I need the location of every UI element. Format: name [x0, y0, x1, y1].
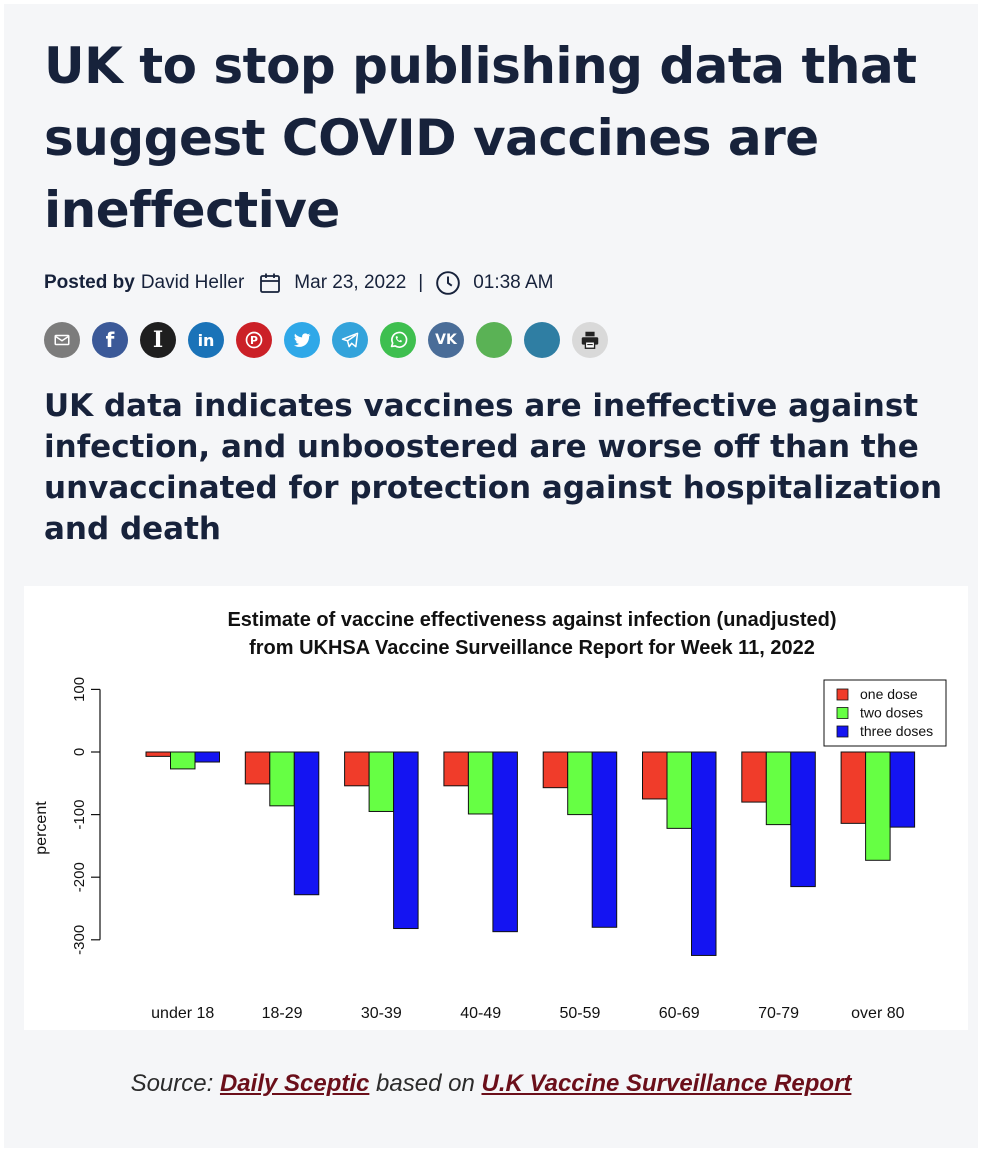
x-category-label: 30-39: [361, 1005, 402, 1022]
meta-separator: |: [418, 272, 424, 293]
y-tick-label: -200: [71, 862, 88, 892]
bar-three-doses: [194, 751, 220, 763]
bar-three-doses: [889, 751, 916, 828]
bar-two-doses: [467, 751, 494, 815]
vaccine-effectiveness-chart: Estimate of vaccine effectiveness agains…: [24, 586, 968, 1030]
bar-three-doses: [691, 751, 717, 956]
author-link[interactable]: David Heller: [140, 272, 245, 293]
facebook-icon: f: [105, 328, 115, 352]
x-category-label: 40-49: [460, 1005, 501, 1022]
blue-share-button[interactable]: [524, 322, 560, 358]
telegram-share-button[interactable]: [332, 322, 368, 358]
posted-by-label: Posted by: [44, 272, 135, 293]
instapaper-share-button[interactable]: I: [140, 322, 176, 358]
printer-icon: [581, 331, 599, 349]
chart-canvas: Estimate of vaccine effectiveness agains…: [33, 609, 947, 1022]
y-tick-label: -100: [71, 800, 88, 830]
x-category-label: over 80: [851, 1005, 904, 1022]
calendar-icon: [258, 271, 282, 295]
legend-label: one dose: [860, 686, 918, 702]
linkedin-share-button[interactable]: in: [188, 322, 224, 358]
bar-two-doses: [170, 751, 196, 770]
bar-one-dose: [741, 751, 767, 803]
article-page: UK to stop publishing data that suggest …: [4, 4, 978, 1148]
bar-three-doses: [591, 751, 618, 928]
linkedin-icon: in: [197, 330, 215, 350]
chart-y-axis-label: percent: [33, 801, 50, 855]
bar-two-doses: [765, 751, 792, 826]
vaccine-surveillance-report-link[interactable]: U.K Vaccine Surveillance Report: [481, 1070, 852, 1097]
daily-sceptic-link[interactable]: Daily Sceptic: [219, 1070, 370, 1097]
legend-label: two doses: [860, 705, 923, 721]
chart-title: Estimate of vaccine effectiveness agains…: [227, 609, 836, 631]
bar-two-doses: [666, 751, 692, 829]
legend-swatch: [836, 725, 849, 738]
x-category-label: 70-79: [758, 1005, 799, 1022]
article-subheadline: UK data indicates vaccines are ineffecti…: [44, 388, 943, 547]
bar-two-doses: [567, 751, 593, 816]
twitter-share-button[interactable]: [284, 322, 320, 358]
x-category-label: 18-29: [262, 1005, 303, 1022]
instapaper-icon: I: [152, 327, 164, 353]
pinterest-icon: P: [245, 331, 263, 349]
email-share-button[interactable]: [44, 322, 80, 358]
vk-share-button[interactable]: VK: [428, 322, 464, 358]
bar-one-dose: [145, 751, 171, 757]
article-meta: Posted by David Heller Mar 23, 2022 | 01…: [44, 266, 553, 300]
legend-label: three doses: [860, 723, 933, 739]
print-share-button[interactable]: [572, 322, 608, 358]
y-tick-label: 0: [71, 748, 88, 756]
clock-icon: [435, 270, 461, 296]
y-tick-label: -300: [71, 925, 88, 955]
green-share-button[interactable]: [476, 322, 512, 358]
chart-subtitle: from UKHSA Vaccine Surveillance Report f…: [249, 637, 815, 659]
legend-swatch: [836, 688, 849, 701]
source-prefix: Source:: [130, 1070, 214, 1097]
bar-one-dose: [344, 751, 370, 787]
bar-two-doses: [368, 751, 395, 812]
bar-two-doses: [269, 751, 295, 807]
svg-text:P: P: [250, 334, 258, 347]
mail-icon: [54, 334, 70, 346]
y-tick-label: 100: [71, 677, 88, 702]
whatsapp-share-button[interactable]: [380, 322, 416, 358]
x-category-label: under 18: [151, 1005, 214, 1022]
pinterest-share-button[interactable]: P: [236, 322, 272, 358]
share-buttons-bar: f I in P VK: [44, 322, 608, 358]
article-headline: UK to stop publishing data that suggest …: [44, 37, 917, 239]
bar-one-dose: [840, 751, 867, 824]
twitter-icon: [293, 333, 311, 347]
legend-swatch: [836, 707, 849, 719]
facebook-share-button[interactable]: f: [92, 322, 128, 358]
bar-one-dose: [642, 751, 668, 800]
vk-icon: VK: [435, 332, 457, 348]
bar-two-doses: [865, 751, 891, 861]
bar-three-doses: [393, 751, 419, 930]
source-credit: Source: Daily Sceptic based on U.K Vacci…: [4, 1070, 978, 1098]
bar-three-doses: [492, 751, 518, 933]
post-time: 01:38 AM: [473, 272, 554, 293]
bar-three-doses: [293, 751, 320, 896]
bar-one-dose: [244, 751, 271, 785]
source-middle-text: based on: [376, 1070, 475, 1097]
x-category-label: 50-59: [559, 1005, 600, 1022]
post-date: Mar 23, 2022: [294, 272, 407, 293]
whatsapp-icon: [390, 331, 408, 348]
bar-one-dose: [542, 751, 569, 789]
bar-one-dose: [443, 751, 469, 787]
telegram-icon: [341, 332, 359, 348]
bar-three-doses: [790, 751, 816, 888]
x-category-label: 60-69: [659, 1005, 700, 1022]
